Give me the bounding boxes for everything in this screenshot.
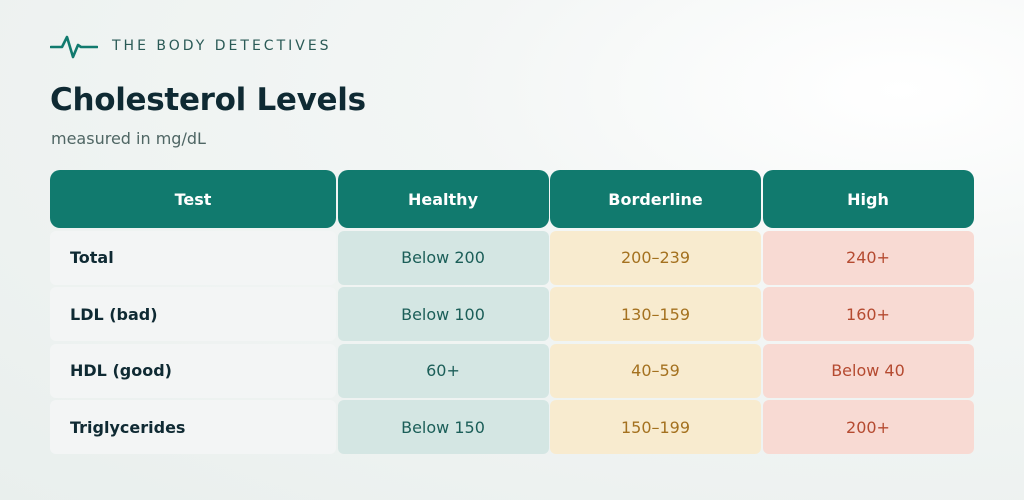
brand: THE BODY DETECTIVES [50, 32, 332, 60]
cell-healthy: Below 100 [337, 287, 549, 341]
cell-high: 200+ [762, 400, 974, 454]
heartbeat-line-icon [50, 35, 98, 59]
header-healthy: Healthy [337, 170, 549, 228]
cell-borderline: 150–199 [550, 400, 761, 454]
cell-high: 160+ [762, 287, 974, 341]
row-label-ldl: LDL (bad) [50, 287, 336, 341]
cholesterol-table: Test Healthy Borderline High Total Below… [50, 170, 974, 454]
row-label-total: Total [50, 230, 336, 285]
cell-borderline: 130–159 [550, 287, 761, 341]
header-high: High [762, 170, 974, 228]
cell-high: Below 40 [762, 343, 974, 398]
cell-healthy: Below 200 [337, 230, 549, 285]
brand-name: THE BODY DETECTIVES [112, 38, 332, 54]
page-subtitle: measured in mg/dL [51, 129, 206, 148]
page-title: Cholesterol Levels [50, 82, 366, 118]
cell-borderline: 200–239 [550, 230, 761, 285]
header-borderline: Borderline [550, 170, 761, 228]
row-label-triglycerides: Triglycerides [50, 400, 336, 454]
cell-borderline: 40–59 [550, 343, 761, 398]
cell-healthy: Below 150 [337, 400, 549, 454]
cell-high: 240+ [762, 230, 974, 285]
header-test: Test [50, 170, 336, 228]
cell-healthy: 60+ [337, 343, 549, 398]
row-label-hdl: HDL (good) [50, 343, 336, 398]
